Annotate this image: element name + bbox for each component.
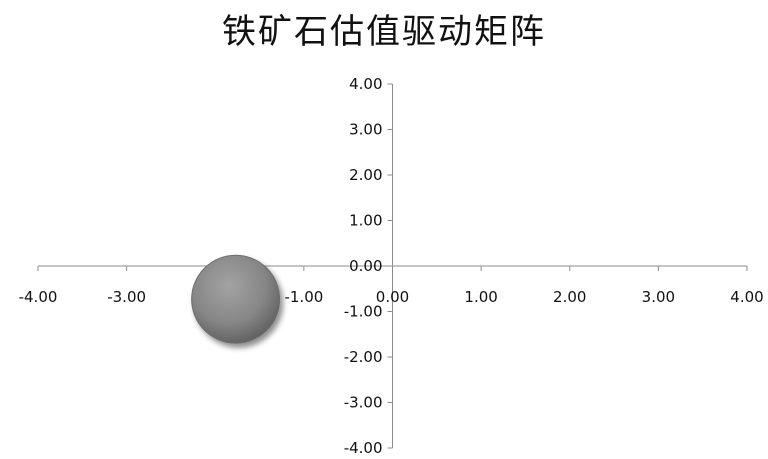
- y-tick-label: -4.00: [344, 439, 383, 457]
- chart-title: 铁矿石估值驱动矩阵: [222, 12, 546, 52]
- y-axis-ticks: 4.00 3.00 2.00 1.00 0.00 -1.00 -2.00 -3.00 -4.00: [344, 75, 393, 457]
- x-axis-ticks: -4.00-3.00-2.00-1.000.001.002.003.004.00: [19, 266, 764, 306]
- y-tick-label: 2.00: [349, 166, 382, 184]
- y-tick-label: 4.00: [349, 75, 382, 93]
- y-tick-label: 3.00: [349, 121, 382, 139]
- y-tick-label: 0.00: [349, 257, 382, 275]
- x-tick-label: 2.00: [553, 288, 586, 306]
- x-tick-label: -3.00: [107, 288, 146, 306]
- y-tick-label: -1.00: [344, 303, 383, 321]
- x-tick-label: 4.00: [730, 288, 763, 306]
- x-tick-label: 3.00: [642, 288, 675, 306]
- x-tick-label: -1.00: [284, 288, 323, 306]
- y-tick-label: 1.00: [349, 212, 382, 230]
- y-tick-label: -3.00: [344, 394, 383, 412]
- data-points: [191, 254, 281, 344]
- x-tick-label: 0.00: [376, 288, 409, 306]
- bubble-point-0: [191, 254, 281, 344]
- x-tick-label: 1.00: [464, 288, 497, 306]
- x-tick-label: -4.00: [19, 288, 58, 306]
- y-tick-label: -2.00: [344, 348, 383, 366]
